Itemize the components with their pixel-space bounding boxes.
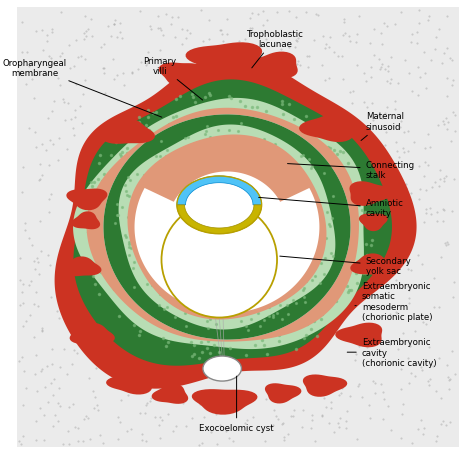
Text: Maternal
sinusoid: Maternal sinusoid bbox=[360, 112, 403, 141]
Polygon shape bbox=[55, 55, 416, 389]
Polygon shape bbox=[358, 214, 387, 232]
Text: Trophoblastic
lacunae: Trophoblastic lacunae bbox=[246, 30, 303, 69]
Polygon shape bbox=[141, 138, 312, 202]
Text: Extraembryonic
cavity
(chorionic cavity): Extraembryonic cavity (chorionic cavity) bbox=[347, 338, 436, 367]
Polygon shape bbox=[151, 384, 188, 404]
Polygon shape bbox=[106, 372, 153, 394]
Polygon shape bbox=[177, 177, 261, 234]
Polygon shape bbox=[246, 52, 297, 79]
Polygon shape bbox=[71, 212, 100, 230]
Polygon shape bbox=[101, 119, 155, 145]
Polygon shape bbox=[298, 114, 353, 143]
Polygon shape bbox=[191, 389, 257, 415]
Polygon shape bbox=[127, 135, 326, 320]
Polygon shape bbox=[118, 125, 335, 330]
Text: Primary
villi: Primary villi bbox=[143, 56, 202, 101]
Polygon shape bbox=[185, 43, 262, 76]
Polygon shape bbox=[134, 142, 319, 313]
Polygon shape bbox=[73, 80, 391, 366]
Polygon shape bbox=[86, 109, 358, 342]
Polygon shape bbox=[264, 384, 301, 404]
Polygon shape bbox=[64, 257, 101, 277]
Polygon shape bbox=[349, 182, 392, 207]
Polygon shape bbox=[103, 115, 350, 340]
Polygon shape bbox=[177, 177, 261, 205]
Circle shape bbox=[161, 202, 276, 318]
Polygon shape bbox=[103, 115, 350, 340]
Polygon shape bbox=[177, 205, 261, 234]
Ellipse shape bbox=[202, 356, 241, 381]
Polygon shape bbox=[69, 323, 115, 344]
Polygon shape bbox=[158, 63, 203, 87]
Polygon shape bbox=[66, 189, 107, 211]
Text: Amniotic
cavity: Amniotic cavity bbox=[258, 198, 403, 218]
Text: Secondary
yolk sac: Secondary yolk sac bbox=[279, 256, 410, 276]
Text: Extraembryonic
somatic
mesoderm
(chorionic plate): Extraembryonic somatic mesoderm (chorion… bbox=[354, 282, 431, 322]
Polygon shape bbox=[302, 374, 347, 397]
Text: Oropharyngeal
membrane: Oropharyngeal membrane bbox=[2, 58, 162, 118]
Text: Connecting
stalk: Connecting stalk bbox=[287, 160, 414, 180]
Polygon shape bbox=[335, 323, 381, 348]
Polygon shape bbox=[73, 99, 363, 349]
Polygon shape bbox=[349, 254, 390, 276]
Text: Exocoelomic cyst: Exocoelomic cyst bbox=[199, 376, 273, 433]
